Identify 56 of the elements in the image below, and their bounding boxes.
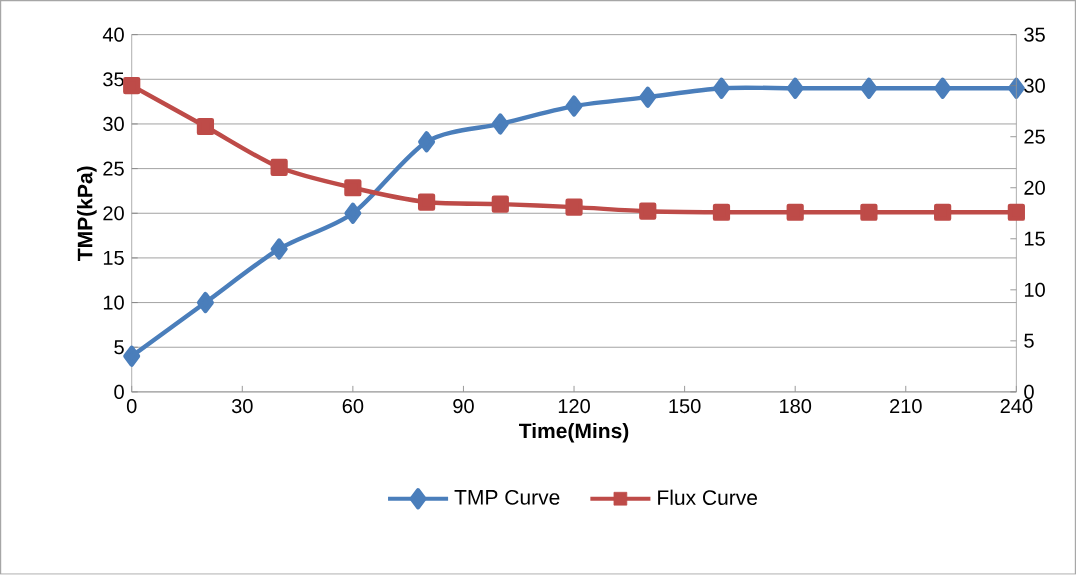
- point: [1007, 77, 1025, 100]
- point: [196, 118, 215, 136]
- y2-tick-label: 15: [1024, 231, 1045, 246]
- point: [860, 203, 878, 222]
- x-tick-label: 210: [890, 399, 922, 414]
- y-tick-label: 5: [114, 340, 124, 355]
- y2-tick-label: 20: [1024, 180, 1045, 195]
- point: [344, 202, 362, 225]
- x-tick-label: 30: [231, 399, 253, 414]
- y2-tick-label: 10: [1024, 282, 1045, 298]
- x-tick-label: 150: [669, 399, 701, 414]
- point: [934, 77, 952, 100]
- point: [417, 193, 436, 211]
- point: [196, 292, 214, 314]
- point: [712, 77, 730, 100]
- y-tick-label: 10: [103, 295, 124, 310]
- point: [786, 203, 804, 222]
- y2-tick-label: 0: [1024, 385, 1034, 400]
- y-tick-label: 35: [103, 72, 124, 87]
- x-tick-label: 90: [453, 399, 474, 414]
- point: [270, 238, 288, 260]
- x-tick-label: 0: [126, 399, 137, 414]
- point: [344, 179, 362, 197]
- point: [123, 345, 141, 367]
- y-tick-label: 30: [103, 117, 124, 132]
- y-tick-label: 20: [103, 206, 124, 221]
- point: [565, 95, 583, 117]
- point: [491, 113, 509, 135]
- y2-tick-label: 30: [1024, 78, 1045, 93]
- point: [860, 77, 878, 100]
- y-tick-label: 0: [114, 385, 124, 400]
- y-tick-label: 25: [103, 161, 124, 176]
- point: [270, 158, 288, 177]
- y2-tick-label: 5: [1024, 334, 1034, 349]
- point: [712, 203, 731, 222]
- y-tick-label: 40: [102, 27, 124, 42]
- y2-tick-label: 35: [1024, 27, 1045, 42]
- point: [639, 86, 657, 108]
- x-tick-label: 60: [342, 399, 364, 414]
- y2-tick-label: 25: [1024, 129, 1045, 144]
- point: [786, 77, 804, 100]
- point: [565, 198, 583, 216]
- point: [491, 195, 509, 213]
- x-tick-label: 180: [780, 399, 812, 414]
- point: [1007, 203, 1025, 222]
- x-axis-title: Time(Mins): [519, 423, 629, 443]
- y-tick-label: 15: [103, 251, 124, 266]
- point: [418, 131, 436, 153]
- legend-label: TMP Curve: [454, 490, 560, 505]
- legend-label: Flux Curve: [658, 489, 758, 506]
- x-tick-label: 240: [1000, 399, 1033, 414]
- point: [639, 202, 657, 221]
- point: [934, 203, 952, 222]
- y-axis-title: TMP(kPa): [77, 166, 97, 262]
- x-tick-label: 120: [558, 399, 590, 414]
- point: [123, 77, 141, 95]
